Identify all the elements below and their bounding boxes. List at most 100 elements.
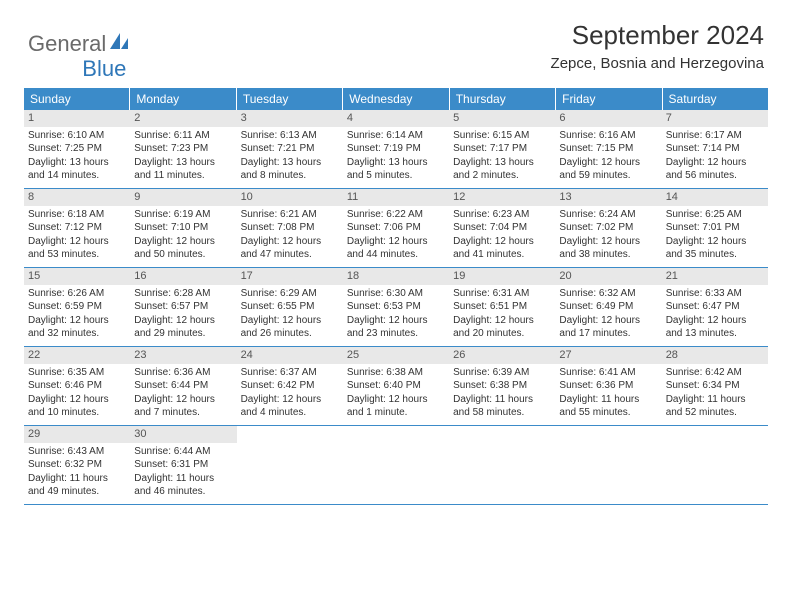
day-sun-info: Sunrise: 6:30 AMSunset: 6:53 PMDaylight:…: [347, 287, 445, 341]
day-sun-info: Sunrise: 6:22 AMSunset: 7:06 PMDaylight:…: [347, 208, 445, 262]
day-sun-info: Sunrise: 6:39 AMSunset: 6:38 PMDaylight:…: [453, 366, 551, 420]
weekday-header: Friday: [556, 88, 662, 110]
day-sun-info: Sunrise: 6:25 AMSunset: 7:01 PMDaylight:…: [666, 208, 764, 262]
day-sun-info: Sunrise: 6:15 AMSunset: 7:17 PMDaylight:…: [453, 129, 551, 183]
calendar-day-cell: 8Sunrise: 6:18 AMSunset: 7:12 PMDaylight…: [24, 189, 130, 267]
calendar-day-cell: 24 Sunrise: 6:37 AMSunset: 6:42 PMDayligh…: [237, 347, 343, 425]
calendar-day-cell: 6 Sunrise: 6:16 AMSunset: 7:15 PMDaylight…: [555, 110, 661, 188]
day-number: 24: [237, 347, 343, 364]
day-number: 27: [555, 347, 661, 364]
day-number: 14: [662, 189, 768, 206]
day-sun-info: Sunrise: 6:32 AMSunset: 6:49 PMDaylight:…: [559, 287, 657, 341]
day-sun-info: Sunrise: 6:38 AMSunset: 6:40 PMDaylight:…: [347, 366, 445, 420]
calendar-day-cell: 19Sunrise: 6:31 AMSunset: 6:51 PMDayligh…: [449, 268, 555, 346]
calendar-week-row: 29Sunrise: 6:43 AMSunset: 6:32 PMDayligh…: [24, 426, 768, 505]
day-number: 3: [237, 110, 343, 127]
day-number: 7: [662, 110, 768, 127]
day-number: 6: [555, 110, 661, 127]
calendar-day-cell: 7 Sunrise: 6:17 AMSunset: 7:14 PMDaylight…: [662, 110, 768, 188]
page-title: September 2024: [551, 20, 764, 51]
calendar-week-row: 8Sunrise: 6:18 AMSunset: 7:12 PMDaylight…: [24, 189, 768, 268]
day-number: 2: [130, 110, 236, 127]
day-sun-info: Sunrise: 6:44 AMSunset: 6:31 PMDaylight:…: [134, 445, 232, 499]
calendar-day-cell: 23 Sunrise: 6:36 AMSunset: 6:44 PMDayligh…: [130, 347, 236, 425]
weekday-header: Thursday: [450, 88, 556, 110]
calendar-day-cell: 18 Sunrise: 6:30 AMSunset: 6:53 PMDayligh…: [343, 268, 449, 346]
logo-sail-icon: [108, 31, 130, 58]
calendar-empty-cell: [237, 426, 343, 504]
day-number: 30: [130, 426, 236, 443]
day-number: 16: [130, 268, 236, 285]
calendar-day-cell: 10 Sunrise: 6:21 AMSunset: 7:08 PMDayligh…: [237, 189, 343, 267]
calendar-day-cell: 1 Sunrise: 6:10 AMSunset: 7:25 PMDaylight…: [24, 110, 130, 188]
calendar-week-row: 15 Sunrise: 6:26 AMSunset: 6:59 PMDayligh…: [24, 268, 768, 347]
calendar-day-cell: 22 Sunrise: 6:35 AMSunset: 6:46 PMDayligh…: [24, 347, 130, 425]
location-label: Zepce, Bosnia and Herzegovina: [551, 55, 764, 72]
day-number: 1: [24, 110, 130, 127]
day-sun-info: Sunrise: 6:28 AMSunset: 6:57 PMDaylight:…: [134, 287, 232, 341]
day-sun-info: Sunrise: 6:16 AMSunset: 7:15 PMDaylight:…: [559, 129, 657, 183]
day-number: 12: [449, 189, 555, 206]
day-number: 26: [449, 347, 555, 364]
calendar-day-cell: 21 Sunrise: 6:33 AMSunset: 6:47 PMDayligh…: [662, 268, 768, 346]
calendar-day-cell: 9Sunrise: 6:19 AMSunset: 7:10 PMDaylight…: [130, 189, 236, 267]
day-number: 4: [343, 110, 449, 127]
weekday-header: Wednesday: [343, 88, 449, 110]
day-number: 28: [662, 347, 768, 364]
day-sun-info: Sunrise: 6:31 AMSunset: 6:51 PMDaylight:…: [453, 287, 551, 341]
calendar-day-cell: 28 Sunrise: 6:42 AMSunset: 6:34 PMDayligh…: [662, 347, 768, 425]
day-sun-info: Sunrise: 6:43 AMSunset: 6:32 PMDaylight:…: [28, 445, 126, 499]
day-sun-info: Sunrise: 6:26 AMSunset: 6:59 PMDaylight:…: [28, 287, 126, 341]
calendar-day-cell: 15 Sunrise: 6:26 AMSunset: 6:59 PMDayligh…: [24, 268, 130, 346]
day-sun-info: Sunrise: 6:41 AMSunset: 6:36 PMDaylight:…: [559, 366, 657, 420]
day-sun-info: Sunrise: 6:21 AMSunset: 7:08 PMDaylight:…: [241, 208, 339, 262]
day-sun-info: Sunrise: 6:29 AMSunset: 6:55 PMDaylight:…: [241, 287, 339, 341]
day-sun-info: Sunrise: 6:11 AMSunset: 7:23 PMDaylight:…: [134, 129, 232, 183]
calendar-day-cell: 3 Sunrise: 6:13 AMSunset: 7:21 PMDaylight…: [237, 110, 343, 188]
calendar-day-cell: 30 Sunrise: 6:44 AMSunset: 6:31 PMDayligh…: [130, 426, 236, 504]
day-sun-info: Sunrise: 6:17 AMSunset: 7:14 PMDaylight:…: [666, 129, 764, 183]
logo: General Blue: [28, 20, 154, 68]
logo-text-general: General: [28, 31, 106, 57]
calendar-day-cell: 26 Sunrise: 6:39 AMSunset: 6:38 PMDayligh…: [449, 347, 555, 425]
calendar: SundayMondayTuesdayWednesdayThursdayFrid…: [24, 88, 768, 505]
day-sun-info: Sunrise: 6:35 AMSunset: 6:46 PMDaylight:…: [28, 366, 126, 420]
day-number: 15: [24, 268, 130, 285]
calendar-day-cell: 29Sunrise: 6:43 AMSunset: 6:32 PMDayligh…: [24, 426, 130, 504]
day-number: 18: [343, 268, 449, 285]
day-number: 22: [24, 347, 130, 364]
calendar-day-cell: 5Sunrise: 6:15 AMSunset: 7:17 PMDaylight…: [449, 110, 555, 188]
day-number: 21: [662, 268, 768, 285]
day-number: 20: [555, 268, 661, 285]
calendar-day-cell: 4Sunrise: 6:14 AMSunset: 7:19 PMDaylight…: [343, 110, 449, 188]
weekday-header: Sunday: [24, 88, 130, 110]
day-number: 9: [130, 189, 236, 206]
day-sun-info: Sunrise: 6:18 AMSunset: 7:12 PMDaylight:…: [28, 208, 126, 262]
title-block: September 2024 Zepce, Bosnia and Herzego…: [551, 20, 764, 72]
weekday-header: Monday: [130, 88, 236, 110]
day-number: 25: [343, 347, 449, 364]
calendar-empty-cell: [343, 426, 449, 504]
calendar-day-cell: 2 Sunrise: 6:11 AMSunset: 7:23 PMDaylight…: [130, 110, 236, 188]
day-sun-info: Sunrise: 6:37 AMSunset: 6:42 PMDaylight:…: [241, 366, 339, 420]
calendar-week-row: 22 Sunrise: 6:35 AMSunset: 6:46 PMDayligh…: [24, 347, 768, 426]
day-sun-info: Sunrise: 6:24 AMSunset: 7:02 PMDaylight:…: [559, 208, 657, 262]
day-number: 10: [237, 189, 343, 206]
calendar-body: 1 Sunrise: 6:10 AMSunset: 7:25 PMDaylight…: [24, 110, 768, 505]
day-number: 13: [555, 189, 661, 206]
day-sun-info: Sunrise: 6:33 AMSunset: 6:47 PMDaylight:…: [666, 287, 764, 341]
day-sun-info: Sunrise: 6:13 AMSunset: 7:21 PMDaylight:…: [241, 129, 339, 183]
calendar-day-cell: 20 Sunrise: 6:32 AMSunset: 6:49 PMDayligh…: [555, 268, 661, 346]
calendar-day-cell: 12Sunrise: 6:23 AMSunset: 7:04 PMDayligh…: [449, 189, 555, 267]
calendar-day-cell: 17Sunrise: 6:29 AMSunset: 6:55 PMDayligh…: [237, 268, 343, 346]
weekday-header: Saturday: [663, 88, 768, 110]
day-number: 23: [130, 347, 236, 364]
calendar-empty-cell: [555, 426, 661, 504]
calendar-empty-cell: [449, 426, 555, 504]
day-sun-info: Sunrise: 6:10 AMSunset: 7:25 PMDaylight:…: [28, 129, 126, 183]
calendar-day-cell: 14 Sunrise: 6:25 AMSunset: 7:01 PMDayligh…: [662, 189, 768, 267]
day-number: 11: [343, 189, 449, 206]
calendar-day-cell: 16 Sunrise: 6:28 AMSunset: 6:57 PMDayligh…: [130, 268, 236, 346]
day-sun-info: Sunrise: 6:42 AMSunset: 6:34 PMDaylight:…: [666, 366, 764, 420]
day-sun-info: Sunrise: 6:36 AMSunset: 6:44 PMDaylight:…: [134, 366, 232, 420]
